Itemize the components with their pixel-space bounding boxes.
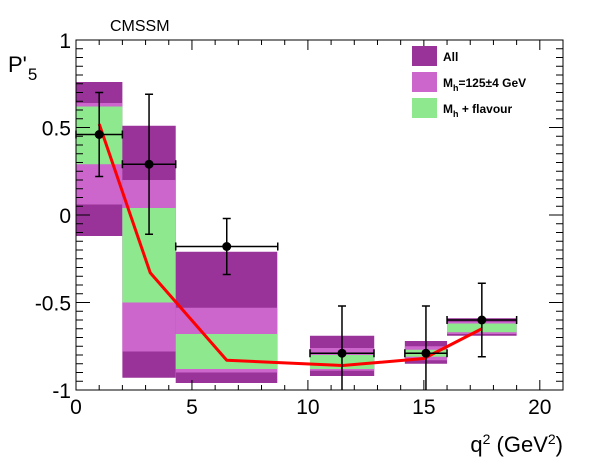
data-marker (144, 159, 154, 169)
data-marker (477, 315, 487, 325)
legend-swatch-flavour (412, 98, 437, 118)
axes: 0 5 10 15 20 -1 -0.5 0 0.5 1 (35, 30, 564, 419)
data-marker (222, 242, 232, 251)
data-point-1 (121, 93, 177, 235)
y-tick-label: 1 (59, 30, 71, 53)
legend-label-flavour: Mh + flavour (443, 102, 513, 119)
y-axis-title: P'5 (8, 52, 37, 84)
data-points (75, 91, 518, 390)
band-flavour-bin-2 (175, 334, 278, 369)
legend: All Mh=125±4 GeV Mh + flavour (412, 46, 526, 119)
data-point-2 (174, 217, 279, 276)
x-tick-label: 10 (296, 396, 319, 419)
data-marker (337, 348, 347, 358)
x-tick-label: 5 (186, 396, 198, 419)
x-tick-label: 0 (70, 396, 82, 419)
data-marker (421, 348, 431, 358)
legend-label-mh: Mh=125±4 GeV (443, 76, 526, 93)
y-tick-label: -0.5 (35, 293, 71, 316)
legend-label-all: All (443, 50, 458, 64)
data-marker (94, 130, 104, 139)
y-tick-label: 0 (59, 205, 71, 228)
x-tick-label: 20 (528, 396, 551, 419)
legend-swatch-mh (412, 72, 437, 92)
y-tick-label: 0.5 (42, 118, 71, 141)
y-tick-label: -1 (52, 380, 71, 403)
data-point-5 (446, 282, 518, 358)
data-point-4 (404, 305, 448, 390)
annotation-cmssm: CMSSM (110, 18, 170, 35)
data-point-3 (309, 305, 375, 390)
legend-swatch-all (412, 46, 437, 66)
x-tick-label: 15 (412, 396, 435, 419)
x-axis-title: q2 (GeV2) (470, 431, 563, 457)
